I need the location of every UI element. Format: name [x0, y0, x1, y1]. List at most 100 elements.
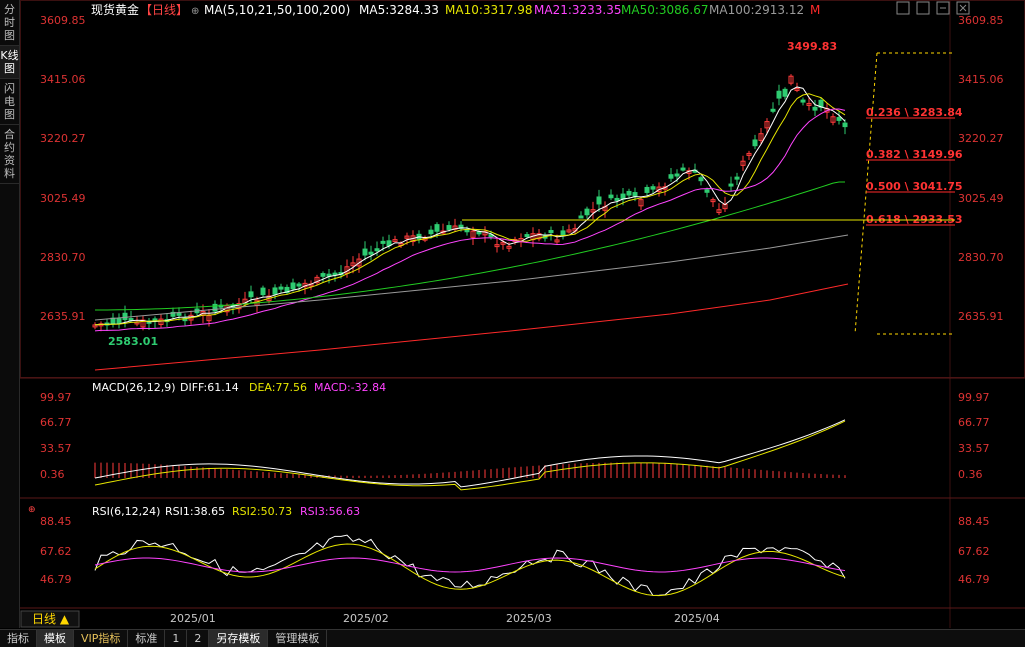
- tab-time-chart[interactable]: 分时图: [0, 0, 19, 46]
- tab-template-1[interactable]: 1: [165, 630, 188, 647]
- candle: [404, 235, 410, 239]
- close-icon[interactable]: [956, 1, 970, 15]
- candle: [566, 229, 572, 233]
- candle: [122, 312, 128, 321]
- date-tick: 2025/01: [170, 612, 216, 625]
- price-tick-right: 2635.91: [958, 310, 1004, 323]
- candle: [170, 311, 176, 317]
- rsi1-value: RSI1:38.65: [165, 505, 225, 518]
- candle: [368, 251, 374, 255]
- candle: [614, 197, 620, 201]
- price-tick: 2830.70: [40, 251, 86, 264]
- ma10-value: MA10:3317.98: [445, 3, 533, 17]
- expand-icon[interactable]: [896, 1, 910, 15]
- ma50-value: MA50:3086.67: [621, 3, 709, 17]
- candle: [752, 139, 758, 147]
- rsi-plot: [94, 534, 846, 597]
- chart-canvas[interactable]: 现货黄金 【日线】 ⊕ MA(5,10,21,50,100,200) MA5:3…: [20, 0, 1025, 628]
- candle: [206, 315, 212, 322]
- save-template-button[interactable]: 另存模板: [209, 630, 269, 647]
- candle: [374, 248, 380, 252]
- candle: [668, 174, 674, 179]
- ma21-line: [94, 108, 846, 332]
- rsi-settings-icon[interactable]: ⊕: [28, 505, 36, 515]
- price-axis: 3609.85 3415.06 3220.27 3025.49 2830.70 …: [40, 14, 1004, 323]
- candle: [842, 122, 848, 128]
- candlestick-plot: [92, 74, 849, 371]
- rsi-tick-right: 46.79: [958, 573, 990, 586]
- candle: [272, 287, 278, 295]
- tab-indicators[interactable]: 指标: [0, 630, 37, 647]
- rsi-tick: 46.79: [40, 573, 72, 586]
- candle: [746, 152, 752, 156]
- rsi-tick: 88.45: [40, 515, 72, 528]
- price-tick-right: 2830.70: [958, 251, 1004, 264]
- tab-kline-chart[interactable]: K线图: [0, 46, 19, 79]
- candle: [770, 108, 776, 112]
- rsi-tick: 67.62: [40, 545, 72, 558]
- ma10-line: [94, 93, 846, 326]
- macd-dea: DEA:77.56: [249, 381, 307, 394]
- tab-contract-info[interactable]: 合约资料: [0, 125, 19, 184]
- candle: [632, 192, 638, 197]
- ma21-value: MA21:3233.35: [534, 3, 622, 17]
- period-tag: 【日线】: [140, 3, 188, 17]
- candle: [578, 215, 584, 219]
- rsi3-value: RSI3:56.63: [300, 505, 360, 518]
- period-button-label[interactable]: 日线 ▲: [32, 612, 70, 626]
- candle: [362, 248, 368, 256]
- macd-tick: 33.57: [40, 442, 72, 455]
- candle: [608, 194, 614, 199]
- price-tick: 3220.27: [40, 132, 86, 145]
- ma100-value: MA100:2913.12: [709, 3, 804, 17]
- candle: [500, 241, 506, 245]
- fib-0236-label: 0.236 \ 3283.84: [866, 106, 963, 119]
- candle: [110, 317, 116, 325]
- macd-tick-right: 99.97: [958, 391, 990, 404]
- rsi3-line: [94, 557, 846, 573]
- candle: [590, 209, 596, 213]
- candle: [734, 176, 740, 180]
- candle: [812, 106, 818, 111]
- price-tick-right: 3025.49: [958, 192, 1004, 205]
- candle: [800, 99, 806, 103]
- manage-templates-button[interactable]: 管理模板: [268, 630, 328, 647]
- settings-icon[interactable]: ⊕: [191, 6, 199, 17]
- macd-tick: 99.97: [40, 391, 72, 404]
- rsi-label: RSI(6,12,24): [92, 505, 160, 518]
- candle: [710, 199, 716, 203]
- tab-template-2[interactable]: 2: [187, 630, 210, 647]
- grid-icon[interactable]: [916, 1, 930, 15]
- candle: [740, 160, 746, 166]
- candle: [758, 133, 764, 141]
- candle: [494, 244, 500, 248]
- candle: [764, 121, 770, 129]
- candle: [836, 117, 842, 121]
- instrument-title: 现货黄金: [91, 2, 139, 17]
- minus-icon[interactable]: [936, 1, 950, 15]
- candle: [296, 283, 302, 287]
- candle: [446, 225, 452, 230]
- macd-hist: MACD:-32.84: [314, 381, 386, 394]
- low-price-label: 2583.01: [108, 335, 158, 348]
- rsi2-line: [94, 543, 846, 597]
- tab-vip-indicators[interactable]: VIP指标: [74, 630, 129, 647]
- high-price-label: 3499.83: [787, 40, 837, 53]
- candle: [548, 230, 554, 234]
- chart-frame: 现货黄金 【日线】 ⊕ MA(5,10,21,50,100,200) MA5:3…: [20, 0, 1025, 628]
- candle: [428, 229, 434, 235]
- diff-line: [94, 419, 846, 488]
- tab-standard[interactable]: 标准: [128, 630, 166, 647]
- window-controls: [896, 1, 970, 15]
- tab-flash-chart[interactable]: 闪电图: [0, 79, 19, 125]
- candle: [176, 312, 182, 316]
- candle: [464, 229, 470, 233]
- fibonacci-tool[interactable]: 0.236 \ 3283.84 0.382 \ 3149.96 0.500 \ …: [854, 52, 963, 335]
- period-selector[interactable]: 日线 ▲: [20, 610, 80, 628]
- tab-templates[interactable]: 模板: [37, 630, 74, 647]
- candle: [524, 234, 530, 238]
- macd-tick-right: 66.77: [958, 416, 990, 429]
- price-tick: 3025.49: [40, 192, 86, 205]
- candle: [320, 273, 326, 277]
- ma200-more: M: [810, 3, 820, 17]
